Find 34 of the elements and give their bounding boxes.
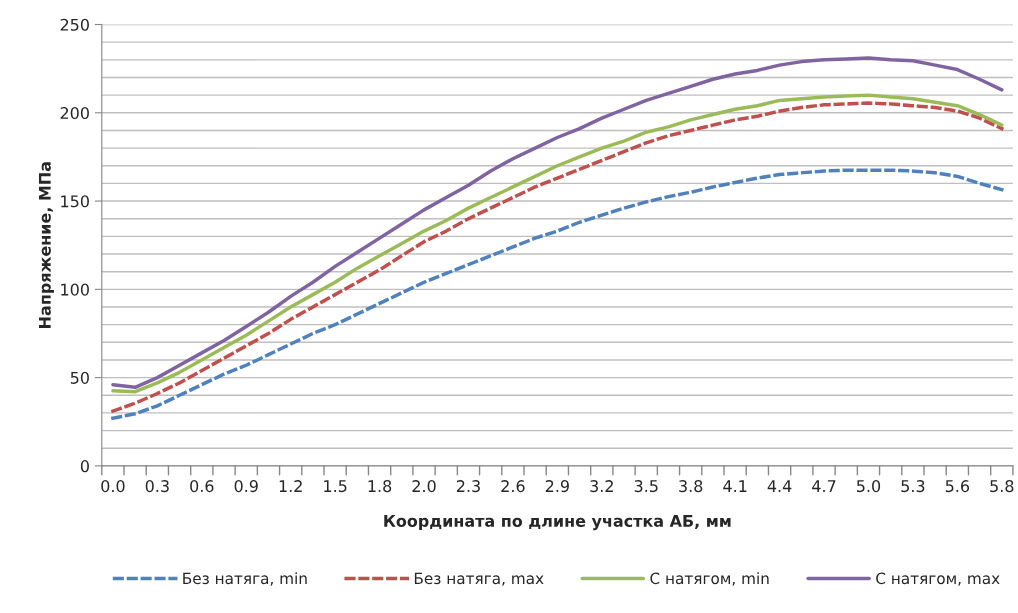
x-tick-label: 1.5	[324, 480, 347, 493]
x-tick-label: 0.9	[234, 480, 258, 493]
x-tick-label: 2.9	[545, 480, 569, 493]
legend-label: Без натяга, min	[183, 572, 307, 586]
y-tick-label: 150	[61, 195, 89, 208]
x-tick-label: 5.3	[901, 480, 925, 493]
y-axis-title: Напряжение, МПа	[38, 162, 54, 328]
x-tick-label: 5.0	[857, 480, 881, 493]
x-tick-label: 3.5	[634, 480, 658, 493]
x-tick-label: 4.1	[723, 480, 747, 492]
x-tick-label: 3.2	[590, 480, 613, 493]
x-tick-label: 1.8	[368, 480, 392, 493]
legend-label: Без натяга, max	[414, 572, 544, 586]
x-tick-label: 2.0	[412, 480, 436, 493]
x-tick-label: 0.0	[101, 480, 125, 493]
x-tick-label: 5.8	[990, 480, 1014, 493]
x-tick-label: 2.6	[501, 480, 525, 493]
x-axis-title: Координата по длине участка АБ, мм	[384, 515, 731, 531]
line-series	[111, 168, 1004, 420]
x-tick-label: 1.2	[279, 480, 302, 492]
x-tick-label: 3.8	[679, 480, 703, 493]
x-tick-label: 2.3	[456, 480, 480, 493]
x-tick-label: 5.6	[945, 480, 970, 493]
x-tick-label: 4.4	[767, 480, 792, 492]
y-tick-label: 200	[60, 107, 89, 120]
legend-label: С натягом, max	[876, 572, 1000, 586]
x-tick-label: 4.7	[812, 480, 836, 492]
y-tick-label: 250	[60, 18, 89, 31]
y-tick-label: 100	[61, 283, 89, 296]
y-tick-label: 0	[80, 460, 89, 473]
y-tick-label: 50	[70, 371, 89, 384]
x-tick-label: 0.6	[190, 480, 214, 493]
x-tick-label: 0.3	[145, 480, 169, 493]
legend-label: С натягом, min	[650, 572, 769, 586]
